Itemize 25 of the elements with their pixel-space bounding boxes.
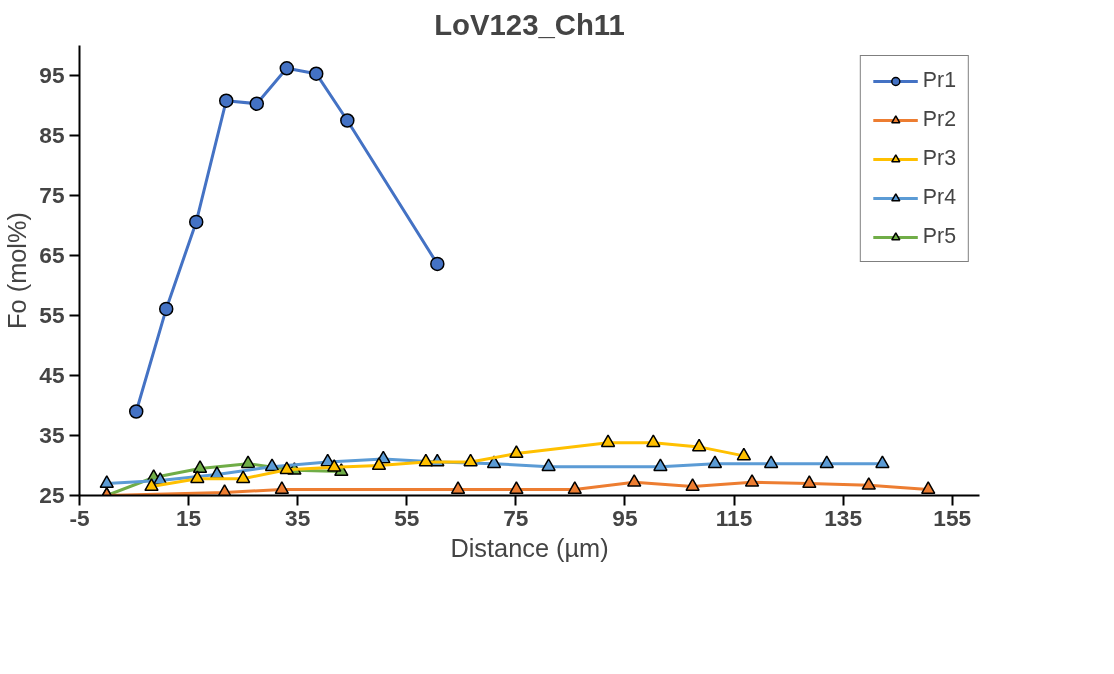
- y-tick-label: 75: [39, 182, 65, 208]
- x-tick-label: 35: [285, 504, 311, 531]
- y-axis-title: Fo (mol%): [3, 212, 32, 329]
- y-tick-label: 95: [39, 62, 65, 88]
- x-tick-label: 155: [933, 504, 972, 531]
- legend-label: Pr3: [922, 146, 956, 171]
- y-tick-label: 45: [39, 362, 65, 388]
- x-axis-title: Distance (µm): [450, 533, 609, 562]
- x-tick-label: 95: [612, 504, 638, 531]
- x-tick-label: 115: [715, 504, 753, 531]
- y-tick-label: 55: [39, 302, 65, 328]
- x-tick-label: 55: [394, 504, 420, 531]
- y-tick-label: 35: [39, 422, 65, 448]
- x-tick-label: 75: [503, 504, 529, 531]
- y-tick-label: 25: [39, 482, 65, 508]
- chart-title: LoV123_Ch11: [434, 7, 625, 41]
- x-tick-label: -5: [69, 504, 90, 531]
- legend-label: Pr5: [922, 224, 956, 249]
- x-tick-label: 15: [175, 504, 202, 531]
- y-tick-label: 85: [39, 122, 65, 148]
- legend-label: Pr2: [922, 107, 956, 132]
- legend-label: Pr4: [922, 185, 956, 210]
- x-tick-label: 135: [824, 504, 863, 531]
- legend-label: Pr1: [922, 68, 956, 93]
- y-tick-label: 65: [39, 242, 65, 268]
